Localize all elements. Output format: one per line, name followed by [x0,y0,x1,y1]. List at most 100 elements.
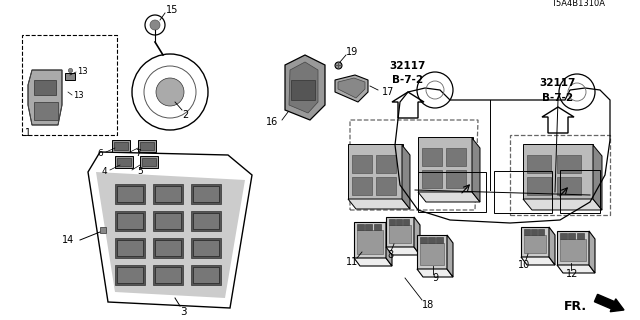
Bar [352,155,372,173]
Text: 9: 9 [432,273,438,283]
Bar [521,227,549,257]
Bar [389,219,395,225]
Bar [34,80,56,95]
Text: 32117: 32117 [390,61,426,71]
Bar [193,267,219,283]
Bar [523,144,593,199]
Bar [117,186,143,202]
Bar [348,144,403,199]
Bar [446,170,466,188]
Bar [376,177,396,195]
Bar [140,142,154,150]
Text: T5A4B1310A: T5A4B1310A [551,0,605,8]
Bar [524,229,530,235]
Bar [527,177,551,195]
Bar [417,235,447,269]
Bar [527,155,551,173]
Polygon shape [354,258,392,266]
Text: B-7-2: B-7-2 [543,93,573,103]
Text: 19: 19 [346,47,358,57]
Polygon shape [338,78,365,98]
Bar [357,224,364,230]
Bar [386,217,414,247]
Bar [117,158,131,166]
Bar [34,102,58,120]
Bar [538,229,544,235]
Polygon shape [521,257,555,265]
Bar [153,211,183,231]
Circle shape [156,78,184,106]
FancyArrow shape [595,294,624,312]
Bar [568,233,575,239]
Bar [155,186,181,202]
Polygon shape [28,70,62,125]
Polygon shape [348,199,410,209]
Bar [422,148,442,166]
Bar [65,73,75,80]
Polygon shape [402,145,410,209]
Bar [418,137,473,192]
Text: 8: 8 [387,250,393,260]
Bar [142,158,156,166]
Bar [115,156,133,168]
Bar [352,177,372,195]
Text: 1: 1 [25,128,31,138]
Bar [357,230,383,254]
Bar [557,155,581,173]
Bar [117,213,143,229]
Text: 3: 3 [180,307,186,317]
Bar [396,219,402,225]
Bar [138,140,156,152]
Text: 10: 10 [518,260,530,270]
Bar [155,213,181,229]
Text: 7: 7 [135,149,141,158]
Polygon shape [523,199,602,210]
Bar [140,156,158,168]
Bar [560,170,600,213]
Bar [420,243,444,265]
Polygon shape [593,145,602,210]
Bar [389,225,411,243]
Bar [436,237,443,243]
Polygon shape [386,247,420,255]
Bar [531,229,537,235]
Text: 17: 17 [382,87,394,97]
Polygon shape [447,235,453,277]
Circle shape [150,20,160,30]
Text: 11: 11 [346,257,358,267]
Bar [422,170,442,188]
Polygon shape [289,62,318,113]
Bar [193,186,219,202]
Polygon shape [417,269,453,277]
Bar [191,265,221,285]
Bar [115,184,145,204]
Bar [291,80,315,100]
Text: 32117: 32117 [540,78,576,88]
Polygon shape [418,192,480,202]
Bar [153,184,183,204]
Text: 5: 5 [137,167,143,177]
Text: 13: 13 [77,68,87,76]
Bar [115,238,145,258]
Bar [22,35,117,135]
Bar [557,177,581,195]
Polygon shape [472,138,480,202]
Text: 6: 6 [97,149,103,158]
Text: 4: 4 [101,167,107,177]
Bar [115,211,145,231]
Bar [557,231,589,265]
Bar [153,265,183,285]
Text: 16: 16 [266,117,278,127]
Text: FR.: FR. [564,300,587,313]
Text: 13: 13 [73,91,83,100]
Bar [191,184,221,204]
Polygon shape [285,55,325,120]
Polygon shape [335,75,368,102]
Bar [114,142,128,150]
Bar [560,233,567,239]
Bar [193,240,219,256]
Bar [428,237,435,243]
Bar [155,267,181,283]
Text: 2: 2 [182,110,188,120]
Text: 18: 18 [422,300,434,310]
